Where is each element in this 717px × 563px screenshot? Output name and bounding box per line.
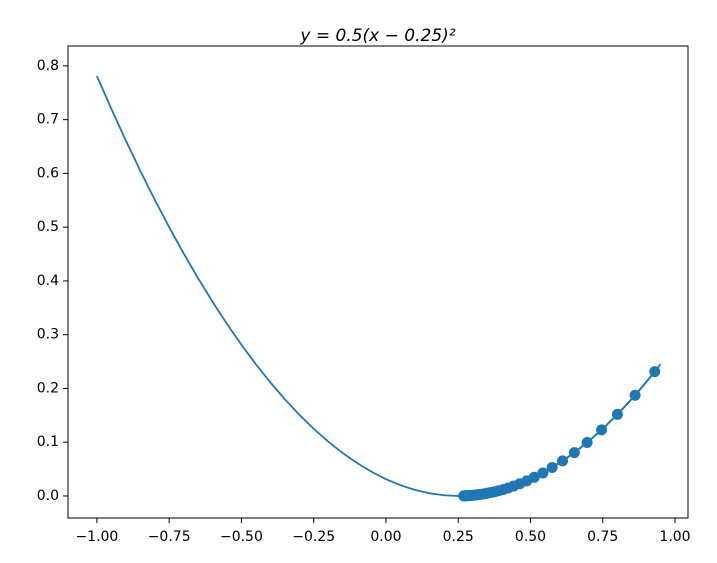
x-tick-label: −0.50 [220, 529, 263, 545]
point [649, 366, 661, 378]
x-tick-label: −1.00 [75, 529, 118, 545]
x-tick-label: 0.50 [515, 529, 546, 545]
y-tick-label: 0.4 [37, 273, 59, 289]
y-tick-label: 0.6 [37, 165, 59, 181]
y-tick-label: 0.3 [37, 327, 59, 343]
point [581, 436, 593, 448]
x-tick-label: 0.25 [443, 529, 474, 545]
point [629, 389, 641, 401]
y-tick-label: 0.8 [37, 58, 59, 74]
y-tick-label: 0.2 [37, 380, 59, 396]
y-tick-label: 0.1 [37, 434, 59, 450]
point [546, 462, 558, 474]
point [537, 467, 549, 479]
point [596, 424, 608, 436]
point [458, 490, 470, 502]
x-tick-label: 0.00 [370, 529, 401, 545]
chart-title: y = 0.5(x − 0.25)² [299, 26, 455, 46]
x-tick-label: −0.25 [292, 529, 335, 545]
plot-frame [67, 45, 689, 519]
point [568, 447, 580, 459]
x-tick-label: 0.75 [587, 529, 618, 545]
y-tick-label: 0.0 [37, 488, 59, 504]
y-tick-label: 0.5 [37, 219, 59, 235]
point [611, 408, 623, 420]
x-tick-label: −0.75 [148, 529, 191, 545]
y-tick-label: 0.7 [37, 112, 59, 128]
point [557, 455, 569, 467]
x-tick-label: 1.00 [659, 529, 690, 545]
